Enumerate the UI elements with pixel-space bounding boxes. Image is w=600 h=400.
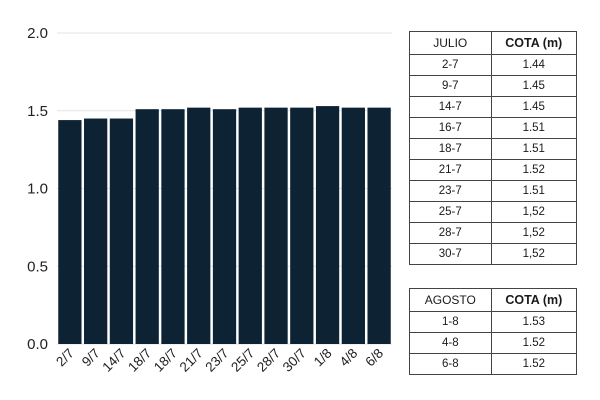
date-cell: 18-7 [409,138,492,160]
x-tick-label: 23/7 [202,346,231,375]
x-tick-label: 18/7 [125,346,154,375]
x-tick-label: 25/7 [228,346,257,375]
date-cell: 14-7 [409,96,492,118]
y-tick-label: 1.0 [27,181,48,198]
bar [187,107,211,344]
bars [58,106,391,344]
julio-header-label: JULIO [409,31,492,55]
cota-cell: 1.53 [490,311,578,333]
bar [212,109,237,344]
bar [109,118,134,344]
cota-cell: 1,52 [490,201,578,223]
agosto-table-header: AGOSTO COTA (m) [409,288,578,312]
table-row: 16-7 1.51 [409,117,578,139]
x-tick-label: 18/7 [151,346,180,375]
x-tick-label: 6/8 [362,346,386,370]
x-tick-label: 30/7 [280,346,309,375]
table-row: 23-7 1.51 [409,180,578,202]
date-cell: 25-7 [409,201,492,223]
table-row: 1-8 1.53 [409,311,578,333]
cota-cell: 1.51 [490,138,578,160]
julio-header-cota: COTA (m) [490,31,578,55]
x-tick-label: 4/8 [337,346,361,370]
bar [238,107,262,344]
date-cell: 23-7 [409,180,492,202]
table-row: 2-7 1.44 [409,54,578,76]
agosto-header-cota: COTA (m) [490,288,578,312]
bar [264,107,288,344]
cota-cell: 1,52 [490,222,578,244]
cota-cell: 1.51 [490,180,578,202]
bar [290,107,314,344]
table-row: 4-8 1.52 [409,332,578,354]
table-row: 14-7 1.45 [409,96,578,118]
table-row: 28-7 1,52 [409,222,578,244]
x-tick-label: 28/7 [254,346,283,375]
bar [315,106,340,344]
date-cell: 28-7 [409,222,492,244]
cota-cell: 1.45 [490,96,578,118]
date-cell: 21-7 [409,159,492,181]
date-cell: 1-8 [409,311,492,333]
bar [367,107,391,344]
bar [341,107,365,344]
date-cell: 6-8 [409,353,492,375]
bar [58,120,82,344]
date-cell: 2-7 [409,54,492,76]
table-row: 30-7 1,52 [409,243,578,265]
x-tick-label: 21/7 [177,346,206,375]
y-tick-label: 0.0 [27,336,48,353]
julio-table: JULIO COTA (m) 2-7 1.44 9-7 1.45 14-7 1.45 … [409,31,578,265]
x-axis-tick-labels: 2/7 9/714/718/718/721/723/725/728/730/7 1/… [53,346,386,375]
table-row: 18-7 1.51 [409,138,578,160]
table-row: 21-7 1.52 [409,159,578,181]
cota-cell: 1.52 [490,332,578,354]
cota-cell: 1.52 [490,159,578,181]
table-row: 6-8 1.52 [409,353,578,375]
y-tick-label: 2.0 [27,25,48,42]
bar [84,118,108,344]
bar-chart: 0.00.51.01.52.0 2/7 9/714/718/718/721/723… [27,25,392,375]
table-row: 25-7 1,52 [409,201,578,223]
cota-cell: 1.51 [490,117,578,139]
cota-cell: 1.52 [490,353,578,375]
agosto-table: AGOSTO COTA (m) 1-8 1.53 4-8 1.52 6-8 1.52 [409,288,578,375]
date-cell: 9-7 [409,75,492,97]
bar [161,109,185,344]
x-tick-label: 9/7 [79,346,103,370]
bar [135,109,159,344]
cota-cell: 1,52 [490,243,578,265]
y-tick-label: 0.5 [27,258,48,275]
x-tick-label: 2/7 [53,346,77,370]
x-tick-label: 1/8 [311,346,335,370]
julio-table-header: JULIO COTA (m) [409,31,578,55]
cota-cell: 1.45 [490,75,578,97]
y-axis-tick-labels: 0.0 0.5 1.0 1.5 2.0 [27,25,48,353]
agosto-header-label: AGOSTO [409,288,492,312]
cota-cell: 1.44 [490,54,578,76]
date-cell: 16-7 [409,117,492,139]
table-row: 9-7 1.45 [409,75,578,97]
y-tick-label: 1.5 [27,103,48,120]
x-tick-label: 14/7 [99,346,128,375]
date-cell: 4-8 [409,332,492,354]
date-cell: 30-7 [409,243,492,265]
